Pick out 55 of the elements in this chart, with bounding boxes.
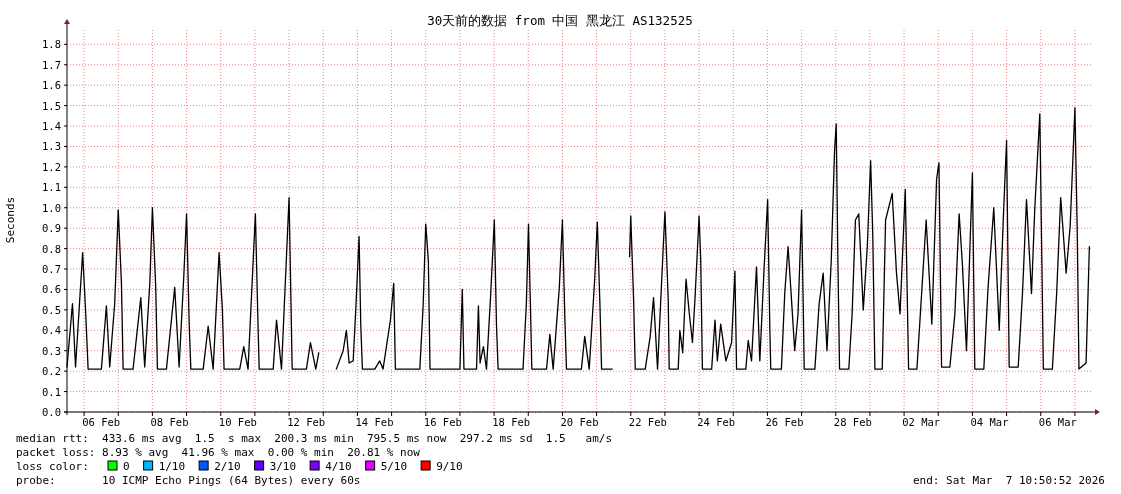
x-tick-label: 06 Feb [82, 416, 121, 428]
x-tick-label: 04 Mar [970, 416, 1009, 428]
legend-item: 5/10 [365, 460, 408, 473]
y-tick-label: 0.9 [42, 222, 61, 235]
legend-item: 3/10 [254, 460, 297, 473]
legend-item: 9/10 [420, 460, 463, 473]
y-tick-label: 0.2 [42, 365, 61, 378]
y-tick-label: 0.8 [42, 242, 61, 255]
text: probe: 10 ICMP Echo Pings (64 Bytes) every 60s [16, 474, 361, 487]
text: end: Sat Mar 7 10:50:52 2026 [912, 474, 1105, 487]
legend-label: 3/10 [269, 460, 297, 473]
y-tick-label: 1.6 [42, 79, 61, 92]
x-tick-label: 14 Feb [355, 416, 394, 428]
legend-label: 0 [123, 460, 130, 473]
chart-title: 30天前的数据 from 中国 黑龙江 AS132525 [427, 13, 693, 28]
text: packet loss: 8.93 % avg 41.96 % max 0.00 % min 20.81 % now [16, 446, 421, 459]
x-tick-label: 22 Feb [628, 416, 667, 428]
x-tick-label: 24 Feb [697, 416, 736, 428]
y-tick-label: 1.5 [42, 99, 61, 112]
x-tick-label: 16 Feb [423, 416, 462, 428]
x-tick-label: 12 Feb [287, 416, 326, 428]
y-tick-label: 0.4 [42, 324, 61, 337]
y-tick-label: 1.4 [42, 120, 61, 133]
y-tick-label: 0.5 [42, 303, 61, 316]
y-tick-label: 1.8 [42, 38, 61, 51]
x-tick-label: 26 Feb [765, 416, 804, 428]
x-tick-label: 06 Mar [1038, 416, 1077, 428]
x-tick-label: 28 Feb [833, 416, 872, 428]
y-tick-label: 0.7 [42, 263, 61, 276]
legend-label: 5/10 [380, 460, 408, 473]
legend-item: 1/10 [143, 460, 186, 473]
text: median rtt: 433.6 ms avg 1.5 s max 200.3 ms min 795.5 ms now 297.2 ms sd 1.5 am/s [16, 432, 613, 445]
legend-item: 4/10 [309, 460, 352, 473]
y-tick-label: 1.3 [42, 140, 61, 153]
y-tick-label: 0.3 [42, 344, 61, 357]
legend-label: 4/10 [325, 460, 352, 473]
legend-item: 0 [107, 460, 130, 473]
legend-item: 2/10 [198, 460, 241, 473]
x-tick-label: 18 Feb [492, 416, 531, 428]
y-tick-label: 1.0 [42, 201, 61, 214]
y-tick-label: 0.1 [42, 385, 61, 398]
x-tick-label: 08 Feb [150, 416, 189, 428]
legend-label: 2/10 [214, 460, 241, 473]
y-tick-label: 1.2 [42, 160, 61, 173]
y-tick-label: 0.0 [42, 406, 61, 418]
legend-title: loss color: [16, 460, 89, 473]
x-tick-label: 02 Mar [902, 416, 941, 428]
x-tick-label: 20 Feb [560, 416, 599, 428]
legend-label: 9/10 [436, 460, 463, 473]
legend-label: 1/10 [158, 460, 186, 473]
y-tick-label: 1.7 [42, 58, 61, 71]
y-tick-label: 1.1 [42, 181, 61, 194]
y-axis-title: Seconds [4, 196, 17, 244]
x-tick-label: 10 Feb [218, 416, 257, 428]
y-tick-label: 0.6 [42, 283, 61, 296]
